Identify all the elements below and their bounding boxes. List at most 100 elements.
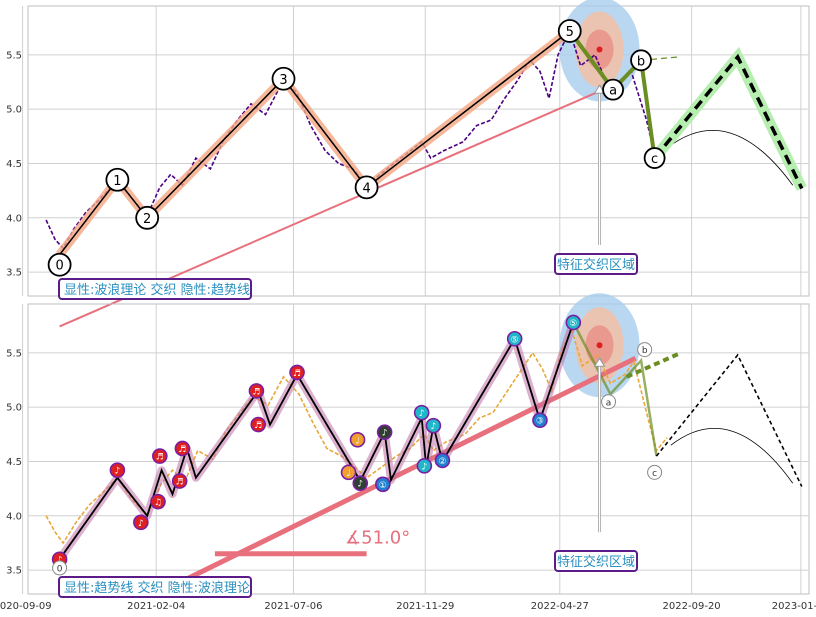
wave-marker-glyph: ♬: [252, 387, 260, 397]
wave-marker-glyph: ♬: [176, 478, 184, 488]
forecast-arc: [670, 428, 794, 484]
wave-marker: [109, 462, 126, 478]
wave-marker-glyph: ♩: [346, 469, 350, 479]
wave-marker-glyph: ♬: [254, 421, 262, 431]
wave-marker: [150, 493, 166, 510]
wave-marker: [416, 458, 433, 474]
wave-marker-glyph: ♪: [419, 409, 425, 419]
wave-label-2: 2: [143, 212, 151, 227]
wave-label-5: 5: [566, 25, 574, 40]
wave-marker: [340, 464, 357, 481]
wave-marker-glyph: ②: [438, 457, 446, 467]
arrow-head: [593, 84, 606, 94]
wave-marker-glyph: ♬: [156, 453, 164, 463]
zone-center-dot: [596, 46, 603, 53]
y-tick-label: 3.5: [6, 566, 22, 577]
x-tick-label: 2021-11-29: [396, 601, 454, 612]
wave-marker: [425, 417, 442, 434]
y-tick-label: 5.5: [6, 50, 22, 61]
wave-marker-glyph: ⑤: [511, 335, 519, 345]
x-tick-label: 2022-09-20: [663, 601, 721, 612]
wave-marker: [375, 476, 391, 493]
future-path: [572, 321, 658, 457]
plot-frame: [27, 5, 810, 297]
y-tick-label: 4.0: [6, 511, 22, 522]
wave-label-b: b: [637, 54, 645, 69]
legend-text: 显性:趋势线 交织 隐性:波浪理论: [64, 580, 250, 596]
wave-marker-glyph: ♪: [431, 422, 437, 432]
bottom-panel: 3.54.04.55.05.5♪♪♪♬♫♬♬♬♬♬♩♩♪♪①♪♪♪②⑤③⑤abc…: [6, 293, 810, 598]
wave-marker-glyph: ♬: [293, 369, 301, 379]
wave-marker: [376, 424, 393, 440]
wave-line: [59, 30, 571, 256]
future-path: [568, 29, 657, 159]
wave-marker-glyph: ♪: [382, 429, 388, 439]
wave-marker: [250, 416, 267, 433]
wave-marker: [506, 330, 523, 347]
wave-point-a: [602, 78, 624, 101]
wave-point-2: [135, 205, 160, 230]
wave-point-5: [557, 19, 582, 43]
wave-marker-glyph: ⑤: [569, 319, 577, 329]
wave-label-4: 4: [362, 181, 370, 196]
wave-marker: [565, 314, 582, 331]
trend-extension: [641, 56, 679, 61]
wave-marker: [349, 431, 366, 448]
wave-marker-glyph: ♪: [421, 462, 427, 472]
zone-label: 特征交织区域: [557, 554, 635, 570]
legend-box: [58, 278, 252, 300]
zone-label-box: [554, 253, 638, 275]
wave-point-0: [47, 252, 72, 277]
y-tick-label: 3.5: [6, 268, 22, 279]
wave-label-c: c: [652, 469, 657, 479]
zone-label: 特征交织区域: [557, 257, 635, 273]
wave-marker-glyph: ♪: [138, 519, 144, 529]
wave-label-a: a: [606, 398, 612, 408]
wave-point-4: [354, 175, 379, 200]
wave-marker-glyph: ♩: [355, 436, 359, 446]
wave-marker-glyph: ③: [536, 417, 544, 427]
wave-label-3: 3: [279, 73, 287, 88]
wave-label-1: 1: [113, 174, 121, 189]
x-tick-label: 2021-02-04: [127, 601, 185, 612]
wave-marker: [352, 475, 369, 492]
zone-center-dot: [596, 342, 603, 349]
arrow-head: [593, 357, 606, 367]
wave-point-a: [601, 394, 617, 410]
legend-text: 显性:波浪理论 交织 隐性:趋势线: [64, 282, 250, 298]
wave-point-b: [637, 342, 653, 358]
wave-point-c: [647, 464, 663, 480]
wave-marker-glyph: ♪: [115, 467, 121, 477]
wave-marker: [289, 364, 305, 381]
wave-point-0: [52, 560, 68, 576]
wave-marker: [532, 412, 548, 429]
y-tick-label: 5.0: [6, 105, 22, 116]
wave-label-0: 0: [55, 259, 63, 274]
wave-marker: [413, 404, 430, 421]
x-tick-label: 2022-04-27: [531, 601, 589, 612]
wave-point-1: [105, 167, 130, 192]
zone-label-box: [554, 550, 638, 572]
wave-marker: [133, 514, 149, 531]
y-tick-label: 4.5: [6, 457, 22, 468]
wave-point-3: [271, 66, 296, 91]
wave-point-c: [643, 147, 666, 169]
x-tick-label: 2023-01-19: [772, 601, 816, 612]
y-tick-label: 5.0: [6, 403, 22, 414]
projection-line: [655, 353, 803, 487]
wave-label-b: b: [642, 346, 648, 356]
y-tick-label: 4.0: [6, 213, 22, 224]
wave-marker: [248, 383, 265, 399]
legend-box: [58, 576, 252, 598]
wave-marker: [171, 473, 188, 489]
y-tick-label: 5.5: [6, 348, 22, 359]
wave-label-0: 0: [57, 564, 63, 574]
projection-line: [653, 53, 804, 190]
angle-label: ∡51.0°: [345, 528, 410, 549]
wave-marker: [434, 452, 451, 469]
wave-marker-glyph: ♫: [154, 498, 162, 508]
